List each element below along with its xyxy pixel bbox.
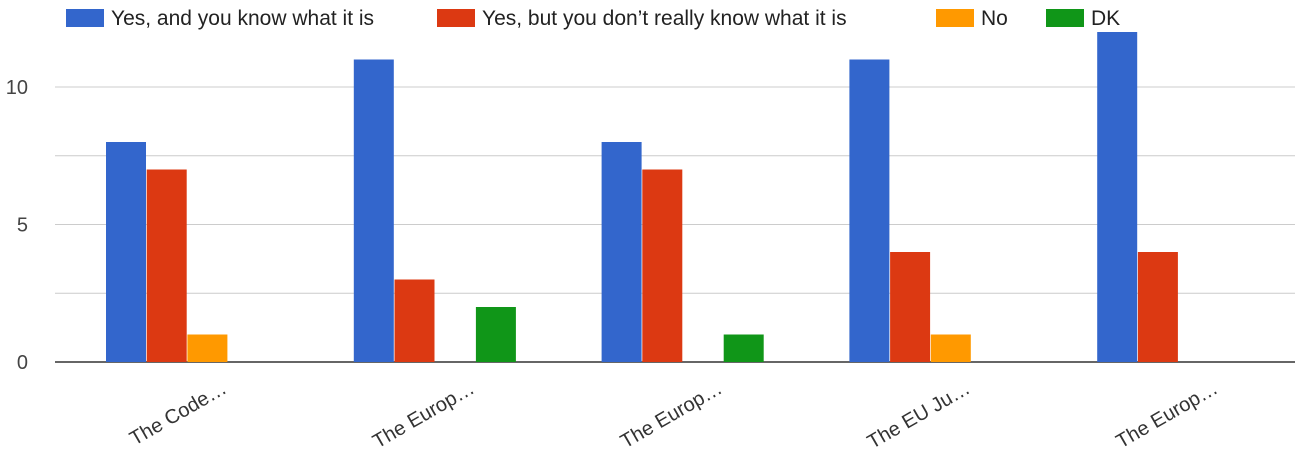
legend-label: Yes, but you don’t really know what it i… <box>482 7 847 30</box>
bar[interactable] <box>106 142 146 362</box>
legend: Yes, and you know what it is Yes, but you… <box>66 7 1120 30</box>
y-tick-label: 0 <box>17 352 28 374</box>
x-axis: The Code… The Europ… The Europ… The EU Ju… T… <box>126 377 1222 452</box>
legend-swatch <box>437 9 475 27</box>
bar[interactable] <box>890 252 931 362</box>
x-category-label: The Code… <box>126 377 230 450</box>
bar[interactable] <box>930 334 971 363</box>
legend-swatch <box>936 9 974 27</box>
bar[interactable] <box>353 59 394 363</box>
bar[interactable] <box>394 279 435 363</box>
bar[interactable] <box>849 59 890 363</box>
bar[interactable] <box>146 169 187 363</box>
bars <box>106 32 1178 362</box>
x-category-label: The Europ… <box>1113 377 1222 452</box>
legend-swatch <box>1046 9 1084 27</box>
bar[interactable] <box>601 142 642 362</box>
bar[interactable] <box>642 169 683 363</box>
bar[interactable] <box>1097 32 1138 362</box>
y-tick-label: 10 <box>6 77 28 99</box>
legend-label: No <box>981 7 1008 30</box>
legend-label: Yes, and you know what it is <box>111 7 374 30</box>
y-axis: 0 5 10 <box>6 77 28 374</box>
bar[interactable] <box>475 307 516 362</box>
bar[interactable] <box>723 334 764 363</box>
bar[interactable] <box>187 334 228 363</box>
x-category-label: The EU Ju… <box>864 377 974 452</box>
x-category-label: The Europ… <box>617 377 726 452</box>
legend-label: DK <box>1091 7 1120 30</box>
y-tick-label: 5 <box>17 215 28 237</box>
bar[interactable] <box>1137 252 1178 362</box>
legend-swatch <box>66 9 104 27</box>
x-category-label: The Europ… <box>369 377 478 452</box>
